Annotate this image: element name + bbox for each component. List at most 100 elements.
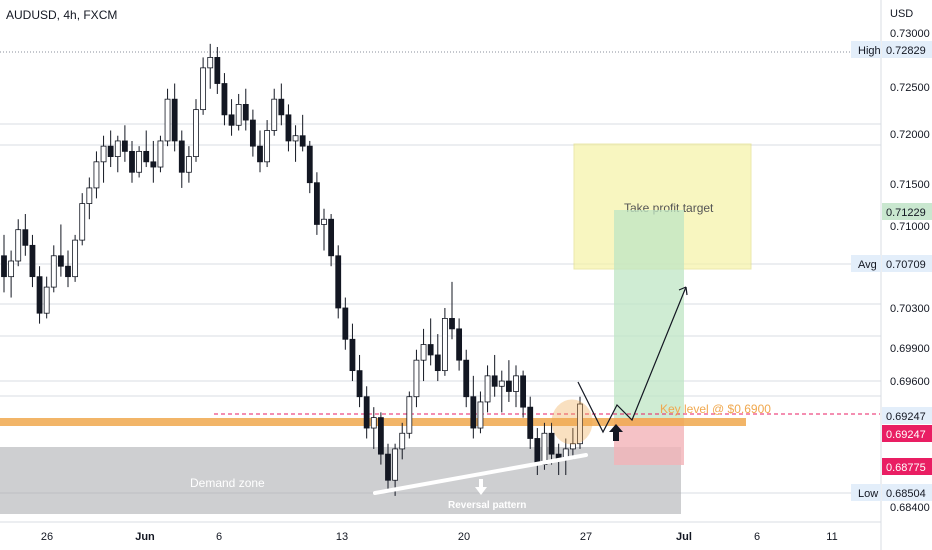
candle-body <box>235 104 242 126</box>
candle-body <box>72 239 79 278</box>
candle-body <box>221 83 228 116</box>
candle-body <box>491 375 498 387</box>
candle-body <box>413 359 420 398</box>
candle-body <box>370 417 377 429</box>
price-label-box <box>882 425 932 442</box>
candle-body <box>65 265 71 278</box>
time-tick-label: 20 <box>458 531 470 543</box>
candle-body <box>477 401 484 429</box>
price-label-box <box>882 203 932 220</box>
time-tick-label: 26 <box>41 531 53 543</box>
profit-zone <box>614 210 684 418</box>
candle-body <box>299 135 306 147</box>
price-label-tag <box>851 255 881 272</box>
price-label-value: 0.72829 <box>886 45 926 57</box>
reversal-label: Reversal pattern <box>448 500 526 511</box>
candle-body <box>285 114 292 142</box>
candle-body <box>114 140 121 158</box>
demand-zone-label: Demand zone <box>190 476 265 490</box>
candle-body <box>534 438 541 465</box>
candle-body <box>377 417 384 455</box>
candle-body <box>356 370 363 398</box>
time-tick-label: 13 <box>336 531 348 543</box>
price-label-value: 0.71229 <box>886 207 926 219</box>
candle-body <box>242 104 249 121</box>
candle-body <box>107 145 114 158</box>
candle-body <box>193 109 199 158</box>
price-label-box <box>882 407 932 424</box>
candle-body <box>129 150 135 173</box>
candle-body <box>441 318 448 372</box>
candle-body <box>470 396 477 429</box>
candle-body <box>399 432 406 450</box>
ticker-title: AUDUSD, 4h, FXCM <box>6 8 117 22</box>
price-tick-label: 0.70300 <box>890 303 930 315</box>
candle-body <box>342 307 349 340</box>
price-label-name: Avg <box>858 259 877 271</box>
candle-body <box>577 403 583 445</box>
candle-body <box>178 140 185 173</box>
candle-body <box>328 218 335 257</box>
price-label-box <box>882 458 932 475</box>
candle-body <box>136 150 143 173</box>
price-axis[interactable]: 0.73000 0.72500 0.72000 0.71500 0.71000 0.703… <box>851 28 932 514</box>
candle-body <box>29 244 36 278</box>
candle-body <box>100 145 107 163</box>
price-label-value: 0.69247 <box>886 411 926 423</box>
price-tick-label: 0.72500 <box>890 82 930 94</box>
price-label-box <box>882 484 932 501</box>
candle-body <box>527 406 534 439</box>
price-tick-label: 0.73000 <box>890 28 930 40</box>
candle-body <box>463 359 470 398</box>
candle-body <box>8 260 15 278</box>
candle-body <box>228 114 235 126</box>
candle-body <box>257 145 263 163</box>
grid <box>0 51 881 494</box>
candle-body <box>164 98 171 142</box>
candle-body <box>406 396 413 434</box>
candle-body <box>249 119 256 147</box>
candle-body <box>22 229 29 246</box>
candle-body <box>520 375 527 408</box>
reversal-arrow-icon <box>475 479 487 495</box>
reversal-circle <box>551 399 593 445</box>
price-label-value: 0.68775 <box>886 462 926 474</box>
price-label-value: 0.68504 <box>886 488 926 500</box>
candle-body <box>569 443 576 450</box>
candle-body <box>157 140 164 168</box>
price-tick-label: 0.72000 <box>890 129 930 141</box>
price-tick-label: 0.69900 <box>890 343 930 355</box>
candle-body <box>278 98 285 116</box>
candle-body <box>1 255 7 278</box>
candle-body <box>86 187 93 204</box>
candle-body <box>185 156 192 173</box>
time-tick-label: 6 <box>754 531 760 543</box>
time-axis[interactable]: 26 Jun 6 13 20 27 Jul 6 11 <box>41 531 838 543</box>
price-label-value: 0.69247 <box>886 429 926 441</box>
price-tick-label: 0.69600 <box>890 376 930 388</box>
candle-body <box>456 328 463 361</box>
price-label-value: 0.70709 <box>886 259 926 271</box>
up-arrow-icon <box>609 424 623 441</box>
projection-path <box>577 286 687 434</box>
candle-body <box>271 98 278 131</box>
candle-body <box>121 140 128 152</box>
candle-body <box>363 396 370 429</box>
candle-body <box>335 255 342 309</box>
candle-body <box>150 161 157 168</box>
candle-body <box>15 229 22 262</box>
candle-body <box>321 218 327 225</box>
candle-body <box>306 145 313 184</box>
price-label-box <box>882 255 932 272</box>
candle-body <box>207 57 214 69</box>
candle-body <box>93 161 100 189</box>
candle-body <box>385 453 391 481</box>
price-label-tag <box>851 484 881 501</box>
price-label-name: High <box>858 45 881 57</box>
candle-body <box>484 375 491 403</box>
candle-body <box>313 182 320 225</box>
candle-body <box>36 276 43 314</box>
candle-body <box>548 432 555 455</box>
price-label-box <box>882 41 932 58</box>
